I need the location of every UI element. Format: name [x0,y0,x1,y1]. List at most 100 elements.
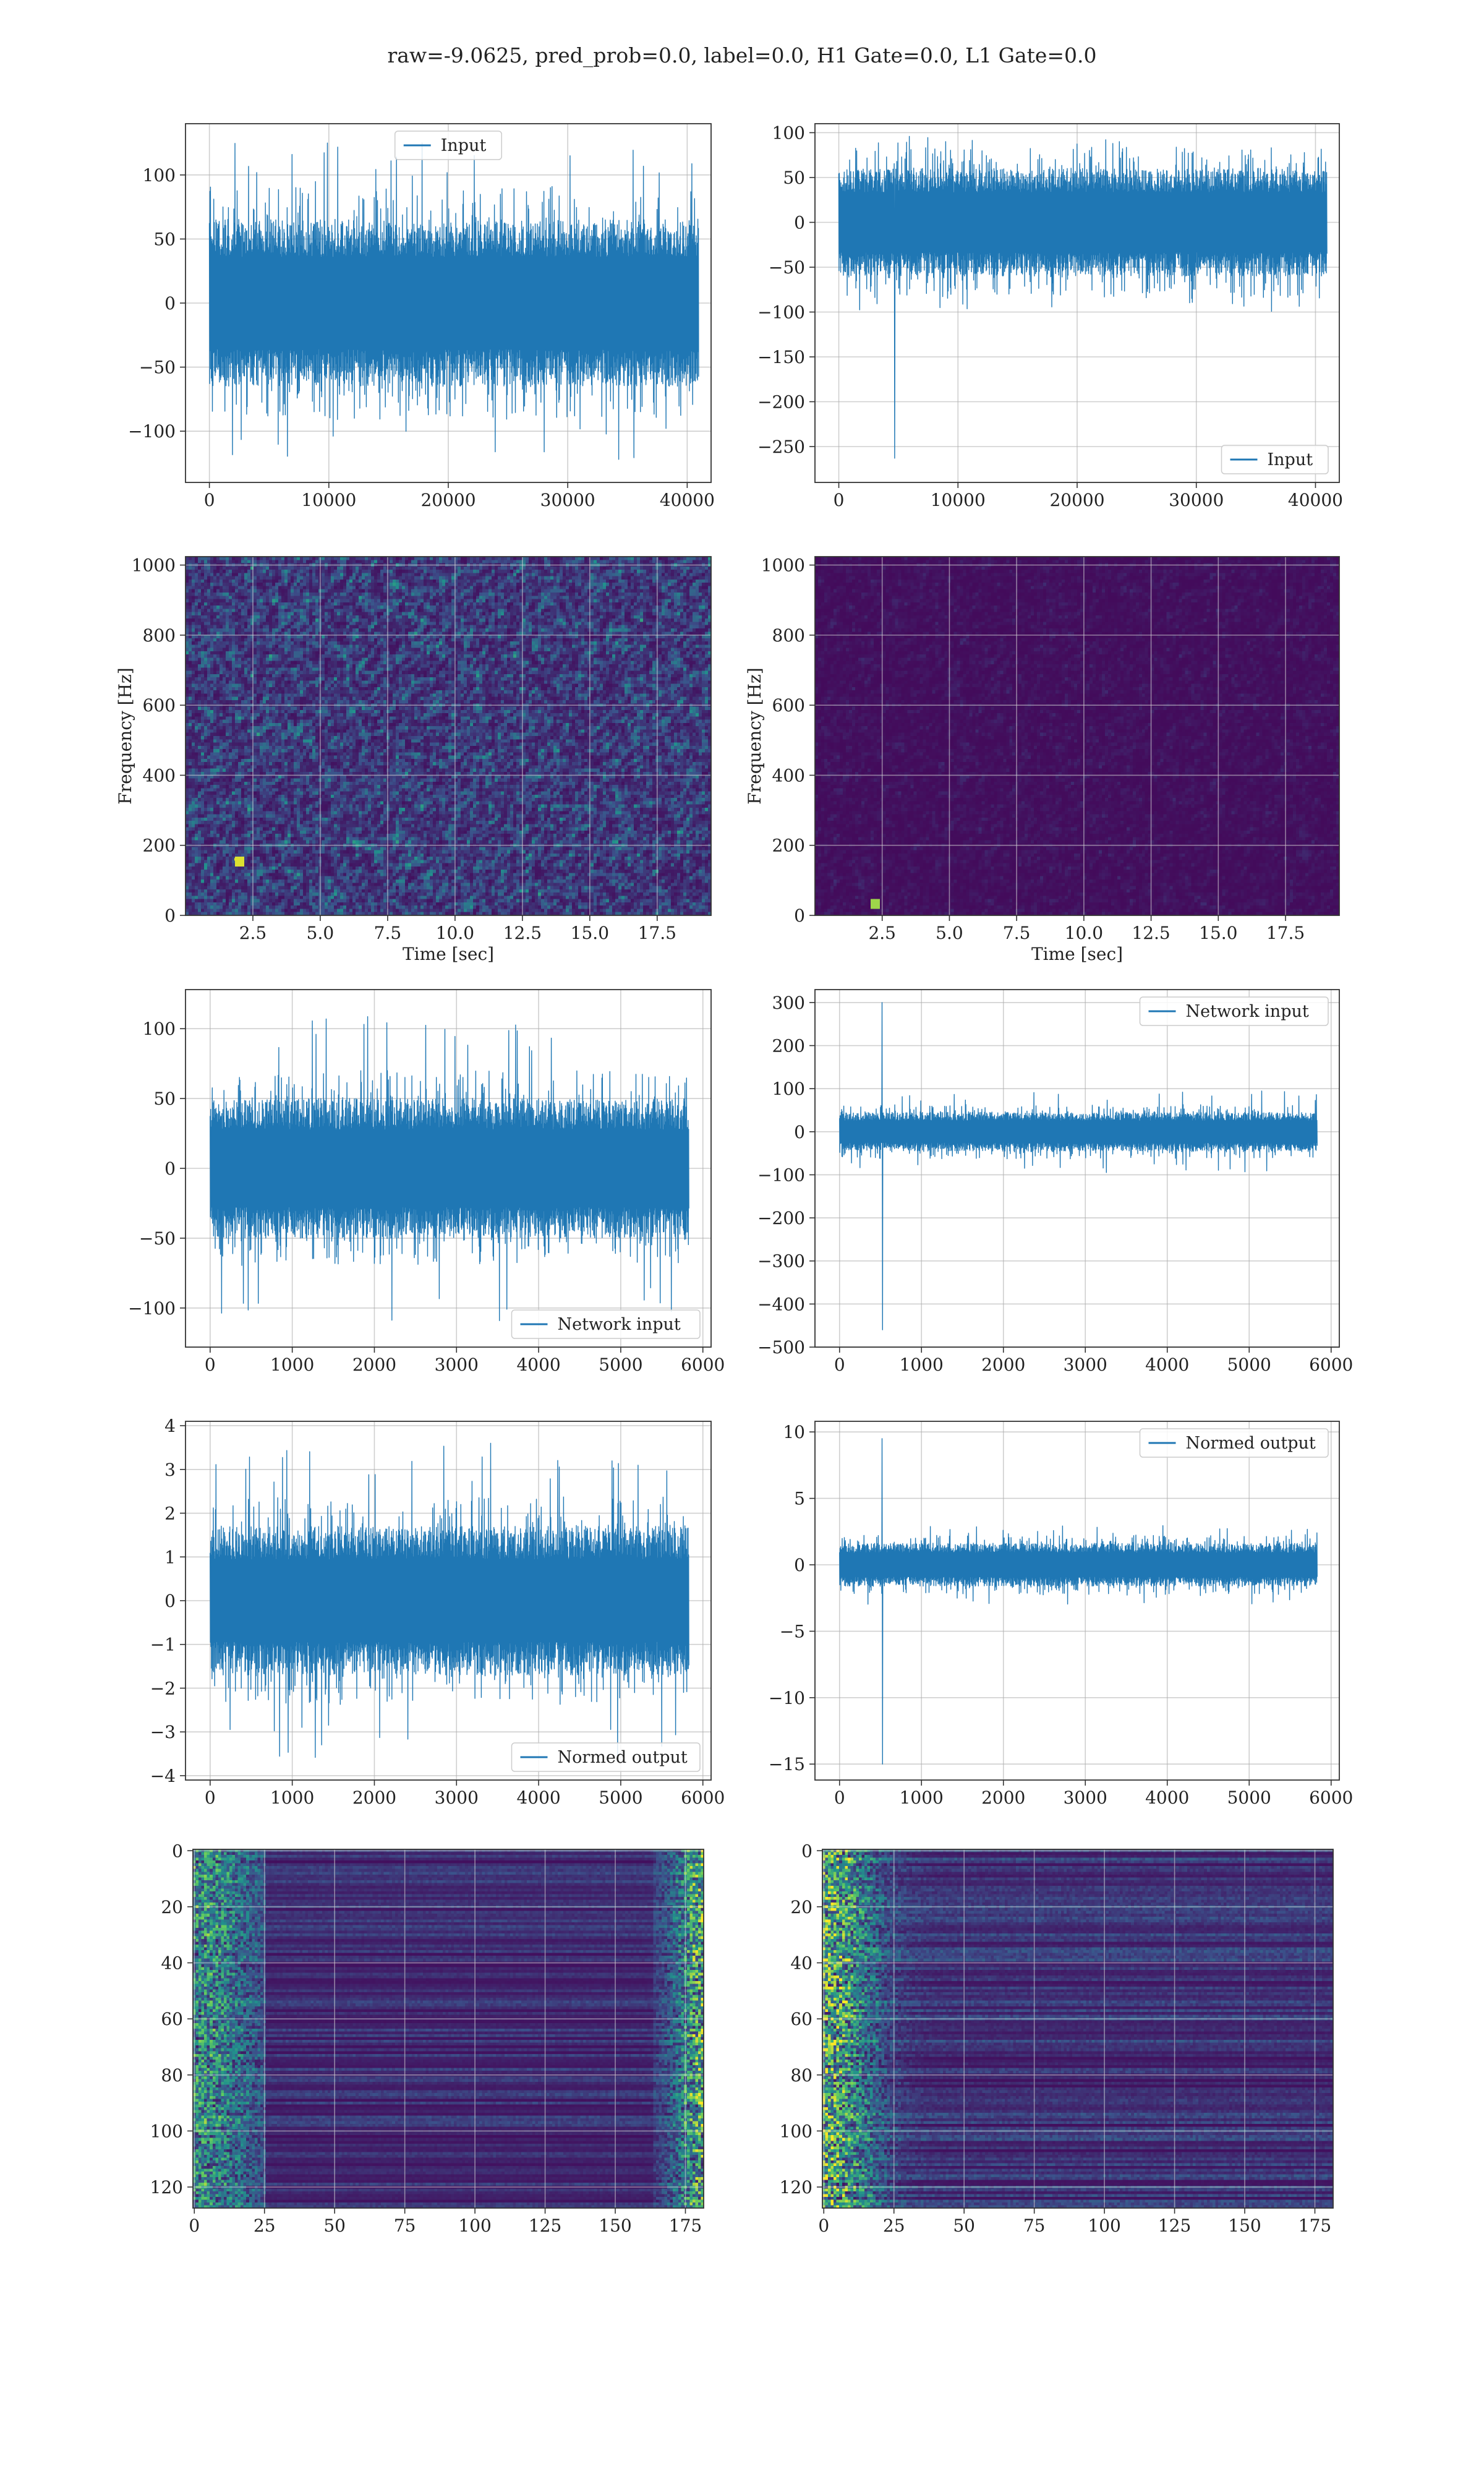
heatmap-image [815,557,1339,915]
y-tick-label: 200 [143,836,176,856]
x-tick-label: 17.5 [1266,923,1305,943]
y-tick-label: −200 [757,1208,805,1228]
legend-box [1139,1428,1329,1458]
y-tick-label: 10 [783,1422,805,1442]
y-tick-label: −5 [780,1621,805,1641]
x-tick-label: 40000 [1288,490,1343,510]
x-tick-label: 0 [205,1787,216,1808]
x-tick-label: 25 [254,2215,276,2236]
x-tick-label: 3000 [1064,1355,1107,1375]
y-tick-label: −200 [757,392,805,413]
x-tick-label: 75 [1023,2215,1046,2236]
x-tick-label: 40000 [660,490,715,510]
series-line-input [208,142,699,460]
heatmap-hotspot [871,899,877,904]
series-line-normed-output [210,1442,689,1758]
y-tick-label: 100 [150,2121,183,2141]
series-line-network-input [210,1016,689,1321]
y-tick-label: 4 [164,1416,176,1436]
x-tick-label: 150 [599,2215,631,2236]
x-tick-label: 1000 [270,1787,314,1808]
y-tick-label: 200 [772,836,805,856]
y-tick-label: 200 [772,1036,805,1056]
heatmap-image [193,1849,704,2208]
y-tick-label: 2 [164,1504,176,1524]
y-tick-label: 400 [143,765,176,785]
y-tick-label: 20 [161,1897,183,1917]
x-tick-label: 0 [834,490,845,510]
x-tick-label: 125 [529,2215,561,2236]
y-tick-label: 1 [164,1547,176,1567]
y-tick-label: −500 [757,1337,805,1358]
legend-box [1221,445,1329,474]
legend-box [511,1309,701,1339]
legend-box [394,131,502,160]
x-tick-label: 12.5 [1132,923,1170,943]
y-tick-label: 40 [161,1953,183,1974]
x-tick-label: 4000 [516,1355,560,1375]
x-tick-label: 150 [1228,2215,1261,2236]
y-axis-label: Frequency [Hz] [744,667,765,804]
axes-frame [192,1849,704,2209]
y-tick-label: 0 [164,905,176,926]
x-tick-label: 0 [205,1355,216,1375]
x-tick-label: 4000 [516,1787,560,1808]
x-tick-label: 2000 [981,1355,1025,1375]
chart-panel-p5: 0 1000 2000 3000 4000 5000 6000 −100 −50 0 50 100 Ne… [128,989,725,1375]
x-tick-label: 12.5 [503,923,542,943]
y-tick-label: 0 [172,1841,183,1861]
chart-panel-p4: 2.5 5.0 7.5 10.0 12.5 15.0 17.5 0 200 400 600 800 10… [744,555,1340,964]
x-tick-label: 0 [834,1355,845,1375]
chart-panel-p10: 0 25 50 75 100 125 150 175 0 20 40 60 80 100 120 [780,1841,1334,2236]
y-tick-label: −250 [757,437,805,457]
legend-label: Input [1268,450,1313,469]
y-tick-label: 0 [801,1841,812,1861]
y-tick-label: −100 [757,302,805,323]
x-tick-label: 3000 [435,1787,479,1808]
y-tick-label: 20 [790,1897,812,1917]
x-tick-label: 2000 [981,1787,1025,1808]
legend: Network input [1139,996,1329,1026]
legend-label: Network input [1186,1002,1309,1021]
series-line-input [838,135,1328,459]
legend: Normed output [511,1742,701,1772]
y-tick-label: −4 [150,1766,176,1786]
y-tick-label: 400 [772,765,805,785]
x-tick-label: 15.0 [571,923,609,943]
chart-panel-p2: 0 10000 20000 30000 40000 −250 −200 −150 −100 −50… [757,123,1343,511]
x-tick-label: 1000 [900,1787,944,1808]
y-tick-label: −50 [139,1228,176,1249]
x-tick-label: 30000 [540,490,595,510]
x-tick-label: 6000 [1309,1787,1353,1808]
legend-box [1139,996,1329,1026]
y-tick-label: −300 [757,1251,805,1272]
x-tick-label: 175 [1298,2215,1331,2236]
y-tick-label: −15 [769,1754,805,1774]
y-tick-label: 50 [153,229,176,249]
series-line-normed-output [839,1438,1318,1765]
y-tick-label: 60 [790,2009,812,2029]
chart-panel-p3: 2.5 5.0 7.5 10.0 12.5 15.0 17.5 0 200 400 600 800 10… [115,555,712,964]
x-tick-label: 1000 [270,1355,314,1375]
x-tick-label: 5000 [1227,1355,1271,1375]
x-tick-label: 50 [953,2215,975,2236]
x-tick-label: 7.5 [1003,923,1031,943]
x-axis-label: Time [sec] [1031,944,1123,964]
y-tick-label: −10 [769,1688,805,1708]
x-tick-label: 10.0 [1065,923,1103,943]
legend-box [511,1742,701,1772]
x-tick-label: 0 [834,1787,845,1808]
y-tick-label: −3 [150,1722,176,1742]
x-tick-label: 0 [818,2215,829,2236]
x-tick-label: 0 [189,2215,200,2236]
y-tick-label: 100 [772,123,805,143]
x-tick-label: 6000 [681,1787,725,1808]
x-tick-label: 15.0 [1199,923,1237,943]
heatmap-image [186,557,711,915]
x-tick-label: 2000 [352,1355,396,1375]
legend: Input [1221,445,1329,474]
legend: Network input [511,1309,701,1339]
y-tick-label: 800 [143,625,176,646]
y-tick-label: 300 [772,993,805,1013]
